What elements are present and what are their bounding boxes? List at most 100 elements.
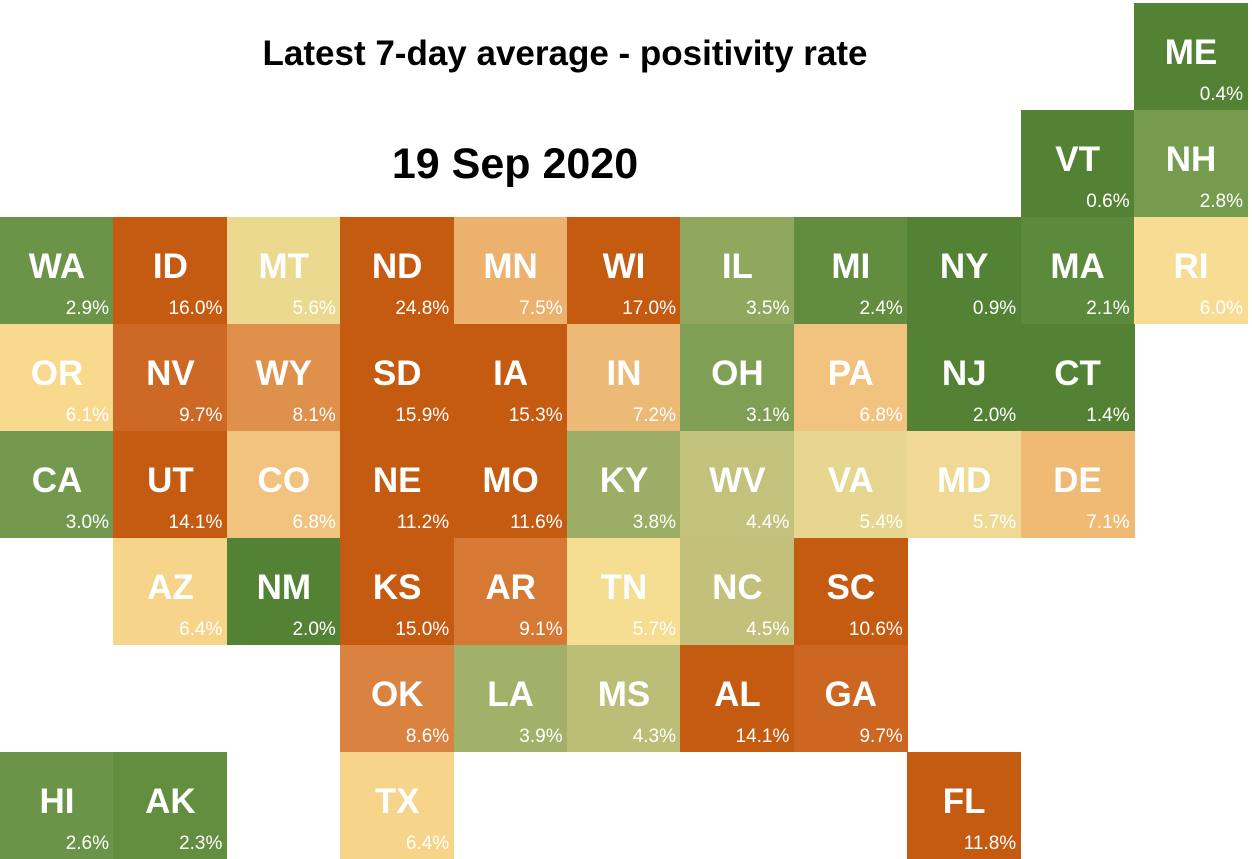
state-abbr: SC — [826, 568, 876, 607]
state-abbr: OK — [370, 675, 424, 714]
state-rate: 6.8% — [292, 512, 336, 533]
state-abbr: CA — [31, 461, 83, 500]
state-tile-la: LA 3.9% — [453, 645, 568, 752]
state-rate: 4.4% — [746, 512, 790, 533]
state-abbr: GA — [824, 675, 878, 714]
state-tile-ma: MA 2.1% — [1020, 217, 1135, 324]
state-tile-ks: KS 15.0% — [340, 538, 455, 645]
state-rate: 6.4% — [405, 833, 450, 854]
state-tile-mn: MN 7.5% — [453, 217, 568, 324]
state-rate: 2.0% — [972, 405, 1017, 426]
state-tile-mi: MI 2.4% — [793, 217, 908, 324]
state-rate: 14.1% — [735, 726, 790, 747]
state-rate: 1.4% — [1086, 405, 1130, 426]
state-tile-wa: WA 2.9% — [0, 217, 114, 324]
state-tile-md: MD 5.7% — [907, 431, 1022, 538]
state-abbr: MA — [1050, 247, 1105, 286]
state-rate: 6.4% — [179, 619, 223, 640]
state-rate: 9.7% — [179, 405, 223, 426]
state-tile-tn: TN 5.7% — [567, 538, 681, 645]
state-abbr: MT — [258, 247, 310, 286]
state-rate: 2.6% — [65, 833, 109, 854]
state-rate: 2.1% — [1086, 298, 1130, 319]
state-tile-mo: MO 11.6% — [453, 431, 568, 538]
state-tile-ca: CA 3.0% — [0, 431, 114, 538]
state-tile-oh: OH 3.1% — [680, 324, 795, 431]
state-rate: 2.8% — [1199, 191, 1243, 212]
state-rate: 6.8% — [859, 405, 903, 426]
state-rate: 17.0% — [622, 298, 676, 319]
state-rate: 5.4% — [859, 512, 903, 533]
state-abbr: IL — [721, 247, 753, 286]
state-tile-hi: HI 2.6% — [0, 752, 114, 859]
state-rate: 8.1% — [292, 405, 336, 426]
state-tile-mt: MT 5.6% — [226, 217, 341, 324]
state-tile-ct: CT 1.4% — [1020, 324, 1135, 431]
state-tile-sc: SC 10.6% — [793, 538, 908, 645]
state-rate: 3.5% — [746, 298, 790, 319]
state-tile-ms: MS 4.3% — [567, 645, 681, 752]
state-tile-ne: NE 11.2% — [340, 431, 455, 538]
state-abbr: IA — [493, 354, 529, 393]
state-abbr: NM — [256, 568, 312, 607]
state-tile-pa: PA 6.8% — [793, 324, 908, 431]
state-rate: 6.0% — [1199, 298, 1243, 319]
state-abbr: RI — [1173, 247, 1209, 286]
state-abbr: LA — [487, 675, 534, 714]
state-abbr: TX — [374, 782, 420, 821]
state-abbr: PA — [827, 354, 874, 393]
state-rate: 8.6% — [405, 726, 450, 747]
map-title: Latest 7-day average - positivity rate — [262, 34, 868, 73]
state-tile-ar: AR 9.1% — [453, 538, 568, 645]
state-tile-wv: WV 4.4% — [680, 431, 795, 538]
state-tile-az: AZ 6.4% — [113, 538, 228, 645]
state-rate: 4.3% — [632, 726, 676, 747]
state-tile-nd: ND 24.8% — [340, 217, 455, 324]
state-tile-ak: AK 2.3% — [113, 752, 228, 859]
state-rate: 9.1% — [519, 619, 563, 640]
state-tile-va: VA 5.4% — [793, 431, 908, 538]
state-abbr: AR — [485, 568, 536, 607]
state-rate: 5.7% — [972, 512, 1017, 533]
state-abbr: CO — [257, 461, 311, 500]
state-rate: 16.0% — [168, 298, 223, 319]
state-tile-id: ID 16.0% — [113, 217, 228, 324]
state-abbr: MS — [597, 675, 651, 714]
state-rate: 11.8% — [963, 833, 1017, 854]
state-abbr: WA — [28, 247, 86, 286]
state-rate: 2.9% — [65, 298, 109, 319]
state-rate: 3.1% — [746, 405, 790, 426]
state-abbr: HI — [39, 782, 75, 821]
state-rate: 2.4% — [859, 298, 903, 319]
state-rate: 0.9% — [972, 298, 1017, 319]
state-tile-wi: WI 17.0% — [567, 217, 681, 324]
state-abbr: NE — [372, 461, 422, 500]
state-rate: 5.6% — [292, 298, 336, 319]
state-rate: 9.7% — [859, 726, 903, 747]
state-tile-il: IL 3.5% — [680, 217, 795, 324]
state-abbr: MO — [482, 461, 539, 500]
state-tile-nc: NC 4.5% — [680, 538, 795, 645]
state-abbr: AZ — [147, 568, 194, 607]
state-tile-ri: RI 6.0% — [1134, 217, 1248, 324]
state-tile-nm: NM 2.0% — [226, 538, 341, 645]
state-tile-in: IN 7.2% — [567, 324, 681, 431]
state-abbr: WV — [709, 461, 766, 500]
state-abbr: MN — [483, 247, 538, 286]
state-tile-ok: OK 8.6% — [340, 645, 455, 752]
state-rate: 15.3% — [508, 405, 563, 426]
state-abbr: AL — [714, 675, 761, 714]
state-abbr: NJ — [941, 354, 987, 393]
state-abbr: MD — [936, 461, 992, 500]
state-tile-ky: KY 3.8% — [567, 431, 681, 538]
state-abbr: DE — [1053, 461, 1102, 500]
state-rate: 6.1% — [65, 405, 109, 426]
state-rate: 5.7% — [632, 619, 676, 640]
state-abbr: VA — [827, 461, 874, 500]
state-rate: 24.8% — [395, 298, 450, 319]
state-tile-nh: NH 2.8% — [1134, 110, 1248, 217]
state-rate: 15.0% — [395, 619, 450, 640]
state-abbr: FL — [942, 782, 986, 821]
state-abbr: NY — [939, 247, 989, 286]
